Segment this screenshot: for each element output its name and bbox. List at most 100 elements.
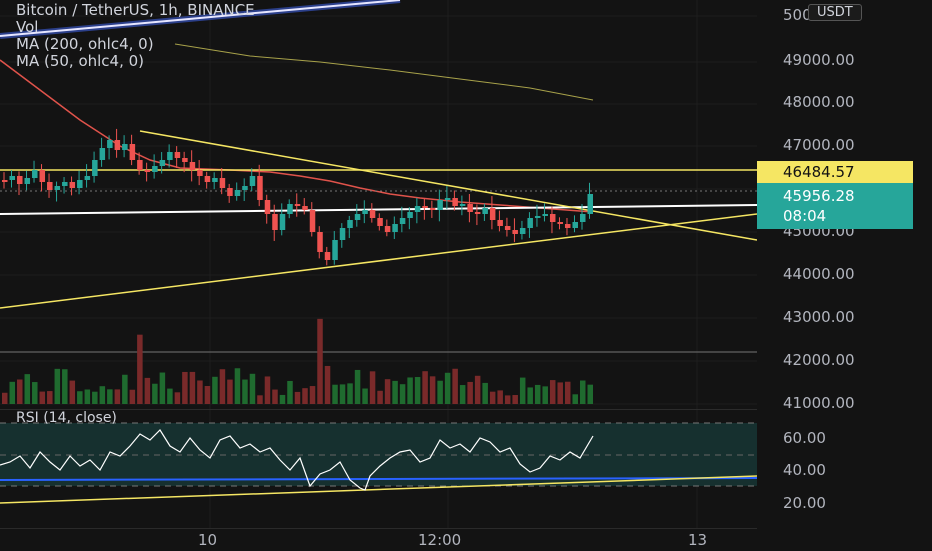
candle-body — [324, 252, 331, 260]
volume-bar — [159, 372, 166, 404]
candle-body — [527, 218, 533, 228]
volume-bar — [452, 368, 458, 404]
candle-body — [294, 204, 301, 206]
volume-bar — [467, 381, 473, 404]
trend-line-blue-core — [0, 0, 401, 37]
support-line-white[interactable] — [0, 204, 758, 215]
candle-body — [414, 206, 421, 212]
descending-trendline[interactable] — [139, 130, 758, 241]
candlesticks — [2, 128, 593, 266]
volume-bar — [504, 395, 511, 404]
candle-body — [482, 208, 488, 214]
rsi-tick-label: 20.00 — [783, 494, 826, 512]
candle-body — [159, 160, 166, 166]
symbol-title[interactable]: Bitcoin / TetherUS, 1h, BINANCE — [16, 1, 255, 19]
candle-body — [32, 170, 38, 178]
volume-bar — [519, 377, 526, 404]
candle-body — [84, 176, 91, 180]
volume-bar — [219, 369, 226, 404]
volume-bar — [17, 379, 23, 404]
candle-body — [129, 144, 136, 160]
candle-body — [114, 140, 121, 150]
volume-bar — [197, 380, 203, 404]
candle-body — [422, 206, 428, 208]
volume-bar — [527, 387, 533, 404]
volume-bar — [99, 386, 106, 404]
candle-body — [407, 212, 413, 218]
candle-body — [302, 206, 308, 210]
volume-bar — [324, 365, 331, 404]
candle-body — [99, 148, 106, 160]
volume-bar — [114, 389, 121, 404]
candle-body — [204, 176, 211, 182]
price-axis[interactable]: 50000.00 49000.00 48000.00 47000.00 4500… — [757, 0, 932, 550]
candle-body — [137, 160, 143, 170]
volume-bar — [242, 379, 248, 404]
volume-bar — [174, 392, 181, 404]
ma50-indicator-label[interactable]: MA (50, ohlc4, 0) — [16, 52, 145, 70]
candle-body — [452, 198, 458, 206]
volume-bar — [107, 389, 113, 404]
last-price-tag: 45956.28 08:04 — [757, 183, 913, 229]
time-tick-label: 10 — [198, 531, 218, 549]
volume-bar — [302, 388, 308, 404]
volume-bar — [69, 380, 76, 404]
rsi-blue-line[interactable] — [0, 477, 758, 481]
pane-separator[interactable] — [0, 409, 757, 410]
candle-body — [212, 178, 218, 182]
candle-body — [62, 182, 68, 186]
rsi-indicator-label[interactable]: RSI (14, close) — [16, 410, 117, 426]
candle-body — [234, 190, 241, 196]
volume-bar — [549, 380, 556, 404]
candle-body — [242, 186, 248, 190]
candle-body — [47, 182, 53, 190]
candle-body — [339, 228, 346, 240]
volume-bars — [2, 318, 593, 404]
candle-body — [317, 232, 323, 252]
volume-bar — [339, 384, 346, 404]
ascending-trendline[interactable] — [0, 213, 758, 309]
candle-body — [362, 210, 368, 214]
volume-bar — [362, 388, 368, 404]
candle-body — [504, 226, 511, 230]
candle-body — [309, 210, 316, 232]
last-price-value: 45956.28 — [783, 187, 855, 205]
candle-body — [564, 224, 571, 228]
time-axis[interactable]: 10 12:00 13 — [0, 528, 757, 551]
volume-bar — [414, 377, 421, 404]
ma200-indicator-label[interactable]: MA (200, ohlc4, 0) — [16, 35, 154, 53]
volume-bar — [279, 394, 286, 404]
rsi-yellow-trendline[interactable] — [0, 475, 758, 504]
price-tick-label: 43000.00 — [783, 308, 855, 326]
volume-bar — [587, 384, 593, 404]
volume-bar — [189, 371, 196, 404]
volume-bar — [489, 391, 496, 404]
candle-body — [257, 176, 263, 200]
candle-body — [54, 186, 61, 190]
price-tick-label: 47000.00 — [783, 136, 855, 154]
volume-bar — [459, 385, 466, 404]
chart-canvas[interactable]: Bitcoin / TetherUS, 1h, BINANCE Vol MA (… — [0, 0, 758, 528]
candle-body — [429, 208, 436, 210]
volume-bar — [542, 386, 548, 404]
volume-indicator-label[interactable]: Vol — [16, 18, 39, 36]
time-tick-label: 13 — [688, 531, 708, 549]
candle-body — [579, 214, 586, 222]
volume-bar — [369, 371, 376, 404]
volume-bar — [84, 389, 91, 404]
volume-bar — [54, 368, 61, 404]
volume-bar — [24, 374, 31, 404]
candle-body — [519, 228, 526, 234]
candle-body — [9, 176, 16, 180]
candle-body — [474, 212, 481, 214]
candle-body — [399, 218, 406, 224]
volume-bar — [167, 388, 173, 404]
volume-bar — [474, 375, 481, 404]
volume-bar — [272, 389, 278, 404]
chart-plot-svg[interactable] — [0, 0, 758, 528]
volume-bar — [444, 372, 451, 404]
currency-selector[interactable]: USDT — [808, 4, 862, 21]
volume-bar — [482, 382, 488, 404]
candle-body — [549, 214, 556, 222]
time-tick-label: 12:00 — [418, 531, 462, 549]
